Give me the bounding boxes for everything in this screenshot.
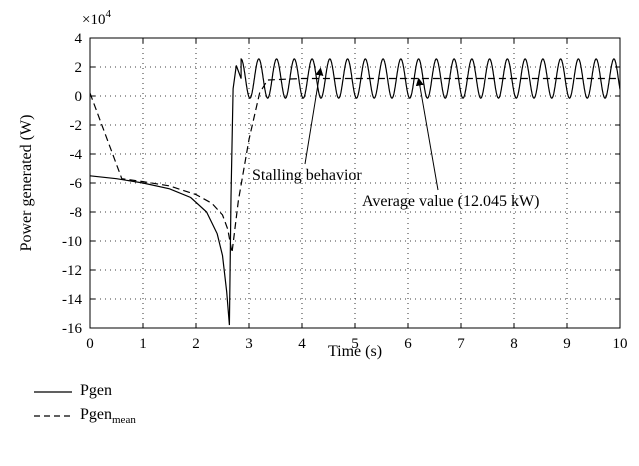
legend-item-pgen-mean: Pgenmean [34, 406, 294, 430]
y-tick-label: -16 [62, 321, 82, 337]
y-axis-label: Power generated (W) [18, 115, 35, 252]
legend-label-pgen-mean-sub: mean [112, 414, 136, 427]
y-tick-label: -10 [62, 234, 82, 250]
annotation-arrow [304, 67, 324, 165]
legend-swatch-solid [34, 391, 72, 393]
legend-swatch-dashed [34, 415, 72, 417]
series-line-pgen-mean [89, 77, 620, 253]
power-chart: 0 1 2 3 4 5 6 7 8 9 10 4 2 0 -2 -4 -6 -8 -10 -12 -14 -16 Stal… [18, 8, 628, 360]
x-tick-label: 6 [404, 336, 412, 352]
x-tick-label: 10 [613, 336, 628, 352]
grid-lines [90, 38, 620, 328]
annotation-arrow [415, 77, 439, 191]
legend: Pgen Pgenmean [34, 382, 294, 430]
y-exponent-label: ×104 [82, 8, 111, 28]
x-tick-label: 8 [510, 336, 518, 352]
annotation-label: Average value (12.045 kW) [362, 193, 539, 210]
y-tick-label: 4 [75, 31, 83, 47]
x-tick-label: 2 [192, 336, 200, 352]
legend-label-pgen-mean-base: Pgen [80, 406, 112, 423]
x-tick-label: 4 [298, 336, 306, 352]
x-tick-label: 1 [139, 336, 147, 352]
legend-label-pgen: Pgen [80, 382, 112, 399]
y-tick-label: -14 [62, 292, 82, 308]
x-tick-label: 7 [457, 336, 465, 352]
x-axis-label: Time (s) [328, 343, 382, 360]
y-tick-label: 0 [75, 89, 83, 105]
y-tick-label: -12 [62, 263, 82, 279]
y-exponent-base: ×10 [82, 12, 105, 28]
y-tick-label: -4 [70, 147, 83, 163]
annotation-label: Stalling behavior [252, 167, 362, 184]
x-tick-label: 9 [563, 336, 571, 352]
legend-item-pgen: Pgen [34, 382, 294, 406]
y-tick-label: -8 [70, 205, 83, 221]
y-exponent-power: 4 [105, 8, 111, 20]
y-tick-label: 2 [75, 60, 83, 76]
x-tick-label: 5 [351, 336, 359, 352]
x-tick-label: 3 [245, 336, 253, 352]
axis-ticks: 0 1 2 3 4 5 6 7 8 9 10 4 2 0 -2 -4 -6 -8 -10 -12 -14 -16 [62, 31, 628, 352]
legend-label-pgen-mean: Pgenmean [80, 406, 136, 426]
y-tick-label: -2 [70, 118, 83, 134]
x-tick-label: 0 [86, 336, 94, 352]
y-tick-label: -6 [70, 176, 83, 192]
series-lines [89, 58, 621, 326]
